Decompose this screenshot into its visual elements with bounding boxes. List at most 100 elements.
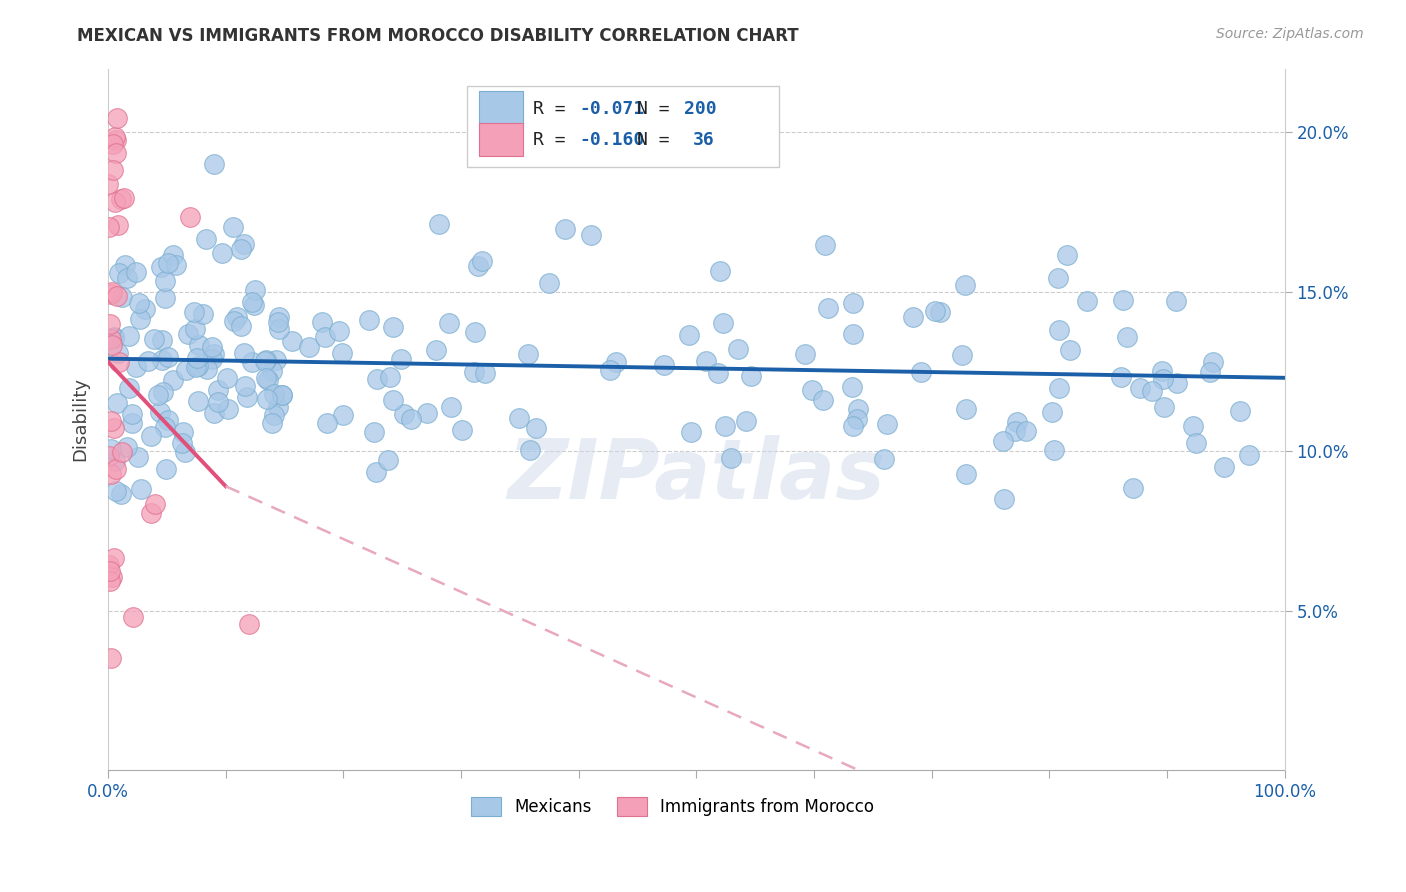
Point xyxy=(217,401,239,416)
Point xyxy=(207,384,229,398)
Point xyxy=(202,406,225,420)
Point xyxy=(125,265,148,279)
Point xyxy=(605,355,627,369)
Point xyxy=(924,304,946,318)
Point xyxy=(100,570,122,584)
Point xyxy=(254,353,277,368)
Point xyxy=(103,163,125,178)
Point xyxy=(103,330,125,344)
Point xyxy=(416,406,439,420)
Point xyxy=(215,371,238,385)
Point xyxy=(695,354,717,368)
Point xyxy=(1112,293,1135,307)
Point xyxy=(467,259,489,273)
Point xyxy=(100,442,122,457)
Point xyxy=(211,246,233,260)
Point xyxy=(1109,370,1132,384)
Point xyxy=(112,190,135,204)
Point xyxy=(257,373,280,387)
Point xyxy=(842,418,865,433)
Point xyxy=(100,651,122,665)
Point xyxy=(162,373,184,387)
Point xyxy=(464,325,486,339)
Point xyxy=(389,352,412,367)
Point xyxy=(184,322,207,336)
Point xyxy=(1199,365,1222,379)
Point xyxy=(115,270,138,285)
Point xyxy=(950,348,973,362)
Point xyxy=(100,414,122,428)
Point xyxy=(328,324,350,338)
Point xyxy=(1047,323,1070,337)
Point xyxy=(873,452,896,467)
Point xyxy=(714,419,737,434)
Point xyxy=(162,248,184,262)
Point xyxy=(440,401,463,415)
Point xyxy=(1056,247,1078,261)
Point xyxy=(378,370,401,384)
Point xyxy=(179,210,201,224)
Point xyxy=(263,387,285,401)
Point xyxy=(157,255,180,269)
Point xyxy=(1140,384,1163,398)
Point xyxy=(100,332,122,346)
Point xyxy=(876,417,898,431)
Point xyxy=(720,450,742,465)
Point xyxy=(519,442,541,457)
Point xyxy=(110,193,132,207)
Point xyxy=(152,384,174,399)
Text: R =: R = xyxy=(533,100,576,118)
Point xyxy=(1005,415,1028,429)
Point xyxy=(267,401,290,415)
Y-axis label: Disability: Disability xyxy=(72,377,89,461)
Point xyxy=(516,347,538,361)
Legend: Mexicans, Immigrants from Morocco: Mexicans, Immigrants from Morocco xyxy=(463,789,883,825)
Point xyxy=(187,359,209,373)
Point xyxy=(105,134,128,148)
Point xyxy=(245,283,267,297)
Point xyxy=(170,436,193,450)
Point xyxy=(366,372,388,386)
Point xyxy=(928,304,950,318)
Point xyxy=(254,371,277,385)
Point xyxy=(141,506,163,520)
Point xyxy=(1181,418,1204,433)
Point xyxy=(425,343,447,358)
Point xyxy=(231,242,253,256)
Point xyxy=(1202,355,1225,369)
Point xyxy=(735,414,758,428)
Point xyxy=(1046,271,1069,285)
Point xyxy=(98,318,121,332)
Point xyxy=(129,312,152,326)
Point xyxy=(841,379,863,393)
Text: N =: N = xyxy=(637,100,681,118)
Point xyxy=(233,346,256,360)
Point xyxy=(297,340,319,354)
Text: ZIPatlas: ZIPatlas xyxy=(508,435,886,516)
Text: R =: R = xyxy=(533,131,576,149)
Point xyxy=(271,388,294,402)
Point xyxy=(267,315,290,329)
Point xyxy=(262,416,284,430)
Point xyxy=(381,392,404,407)
Point xyxy=(707,366,730,380)
Point xyxy=(1040,405,1063,419)
Point xyxy=(280,334,302,348)
Point xyxy=(104,195,127,210)
Point xyxy=(233,379,256,393)
Point xyxy=(124,360,146,375)
Point xyxy=(150,353,173,368)
Point xyxy=(846,402,869,417)
Point xyxy=(314,329,336,343)
Point xyxy=(98,574,121,588)
Point xyxy=(174,363,197,377)
Point xyxy=(1076,293,1098,308)
Point xyxy=(104,146,127,161)
Point xyxy=(195,362,218,376)
Point xyxy=(256,392,278,406)
Point xyxy=(114,258,136,272)
Point xyxy=(1213,459,1236,474)
Point xyxy=(554,222,576,236)
Point xyxy=(1059,343,1081,357)
Point xyxy=(184,359,207,374)
